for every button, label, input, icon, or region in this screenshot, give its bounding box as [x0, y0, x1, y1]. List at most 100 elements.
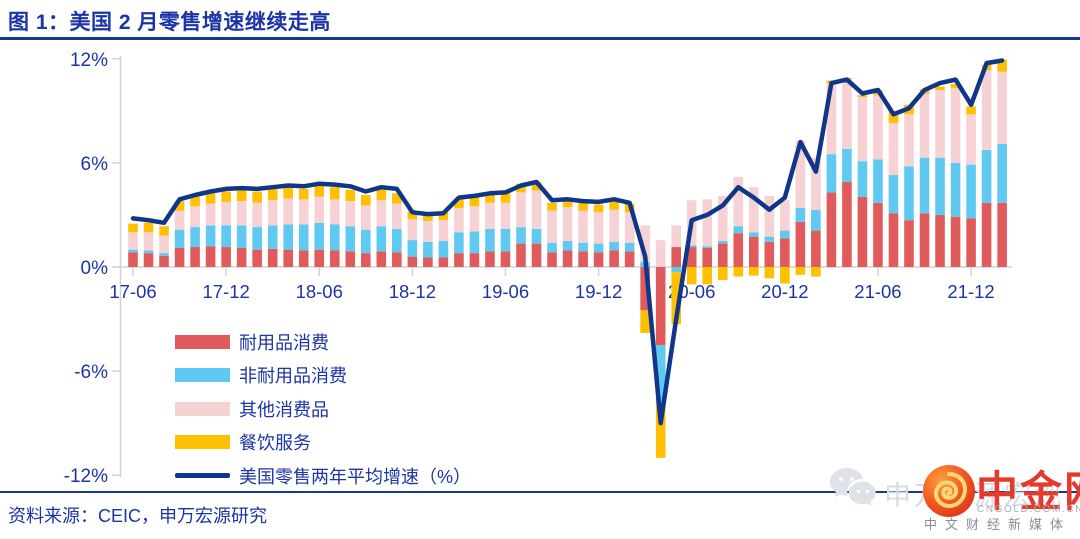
- bar-segment: [640, 267, 650, 311]
- bar-segment: [267, 188, 278, 201]
- bar-segment: [888, 213, 899, 268]
- y-tick-label: -6%: [74, 362, 108, 383]
- bar-segment: [143, 253, 154, 267]
- bar-segment: [904, 220, 914, 268]
- bar-segment: [795, 267, 806, 275]
- legend-label: 非耐用品消费: [239, 366, 347, 387]
- bar-segment: [764, 267, 775, 279]
- bar-segment: [826, 83, 837, 155]
- bar-segment: [423, 221, 433, 242]
- bar-segment: [205, 193, 216, 204]
- bar-segment: [252, 202, 262, 228]
- bar-segment: [966, 106, 976, 115]
- bar-segment: [702, 267, 713, 285]
- bar-segment: [376, 200, 387, 227]
- bar-segment: [562, 250, 573, 267]
- bar-segment: [516, 183, 526, 193]
- figure-title: 图 1：美国 2 月零售增速继续走高: [8, 11, 331, 34]
- bar-segment: [500, 228, 511, 252]
- cngold-brand-text: 中金网: [976, 468, 1080, 515]
- bar-segment: [997, 59, 1007, 72]
- bar-segment: [531, 190, 542, 229]
- bar-segment: [873, 202, 883, 268]
- bar-segment: [454, 208, 464, 233]
- x-tick-label: 21-06: [854, 281, 901, 302]
- bar-segment: [283, 187, 293, 199]
- y-tick-label: 0%: [81, 258, 109, 279]
- bar-segment: [966, 164, 976, 219]
- bar-segment: [345, 201, 356, 227]
- bar-segment: [314, 185, 325, 197]
- bar-segment: [485, 202, 495, 229]
- bar-segment: [423, 241, 433, 258]
- bar-segment: [857, 95, 868, 97]
- legend-line-swatch: [175, 473, 230, 479]
- bar-segment: [159, 226, 169, 236]
- bar-segment: [128, 232, 138, 250]
- bar-segment: [159, 235, 169, 254]
- bar-segment: [345, 226, 356, 252]
- bar-segment: [749, 267, 759, 276]
- bar-segment: [749, 187, 759, 233]
- x-axis-labels: 17-06 17-12 18-06 18-12 19-06 19-12 20-06 20-12…: [109, 281, 994, 302]
- bar-segment: [392, 252, 402, 267]
- bar-segment: [252, 227, 262, 250]
- bar-segment: [438, 212, 449, 221]
- cngold-domain-text: CNGOLD.COM.CN: [977, 504, 1080, 515]
- bar-segment: [485, 192, 495, 203]
- bar-segment: [624, 251, 635, 267]
- bar-segment: [904, 114, 914, 167]
- y-axis-labels: 12% 6% 0% -6% -12%: [64, 50, 108, 487]
- bar-segment: [221, 225, 231, 248]
- bar-segment: [221, 191, 231, 202]
- bar-segment: [562, 199, 573, 208]
- bar-segment: [733, 226, 744, 234]
- y-tick-label: 12%: [70, 50, 108, 71]
- bar-segment: [981, 149, 992, 203]
- bar-segment: [671, 272, 681, 325]
- bar-segment: [702, 246, 713, 248]
- bar-segment: [811, 209, 821, 231]
- bar-segment: [935, 90, 945, 158]
- bar-segment: [298, 199, 309, 225]
- bar-segment: [888, 122, 899, 176]
- bar-segment: [686, 247, 697, 267]
- bar-segment: [655, 404, 666, 458]
- bar-segment: [780, 267, 790, 284]
- bar-segment: [655, 240, 666, 267]
- title-divider: [0, 37, 1080, 40]
- bar-segment: [686, 267, 697, 285]
- bar-segment: [329, 187, 340, 200]
- bar-segment: [407, 219, 418, 241]
- bar-segment: [811, 267, 821, 277]
- bar-segment: [609, 209, 619, 242]
- bar-segment: [438, 220, 449, 241]
- legend-color-swatch: [175, 334, 230, 349]
- bar-segment: [966, 114, 976, 165]
- bar-segment: [438, 257, 449, 267]
- bar-segment: [935, 157, 945, 215]
- bar-segment: [298, 250, 309, 267]
- bar-segment: [593, 243, 604, 253]
- bar-segment: [609, 241, 619, 251]
- bar-segment: [314, 249, 325, 267]
- bar-segment: [981, 202, 992, 268]
- bar-segment: [531, 181, 542, 191]
- bar-segment: [919, 93, 930, 158]
- bar-segment: [376, 188, 387, 201]
- bar-segment: [500, 192, 511, 203]
- bar-segment: [717, 240, 728, 244]
- bar-segment: [205, 246, 216, 267]
- bar-segment: [423, 213, 433, 222]
- legend-color-swatch: [175, 435, 230, 450]
- cngold-tagline-text: 中文财经新媒体: [924, 517, 1072, 532]
- bar-segment: [671, 225, 681, 248]
- bar-segment: [593, 212, 604, 244]
- bar-segment: [609, 250, 619, 267]
- legend-item: 其他消费品: [175, 392, 471, 426]
- bar-segment: [485, 251, 495, 267]
- bar-segment: [624, 242, 635, 252]
- bar-segment: [267, 200, 278, 226]
- bar-segment: [174, 201, 185, 211]
- bar-segment: [919, 157, 930, 214]
